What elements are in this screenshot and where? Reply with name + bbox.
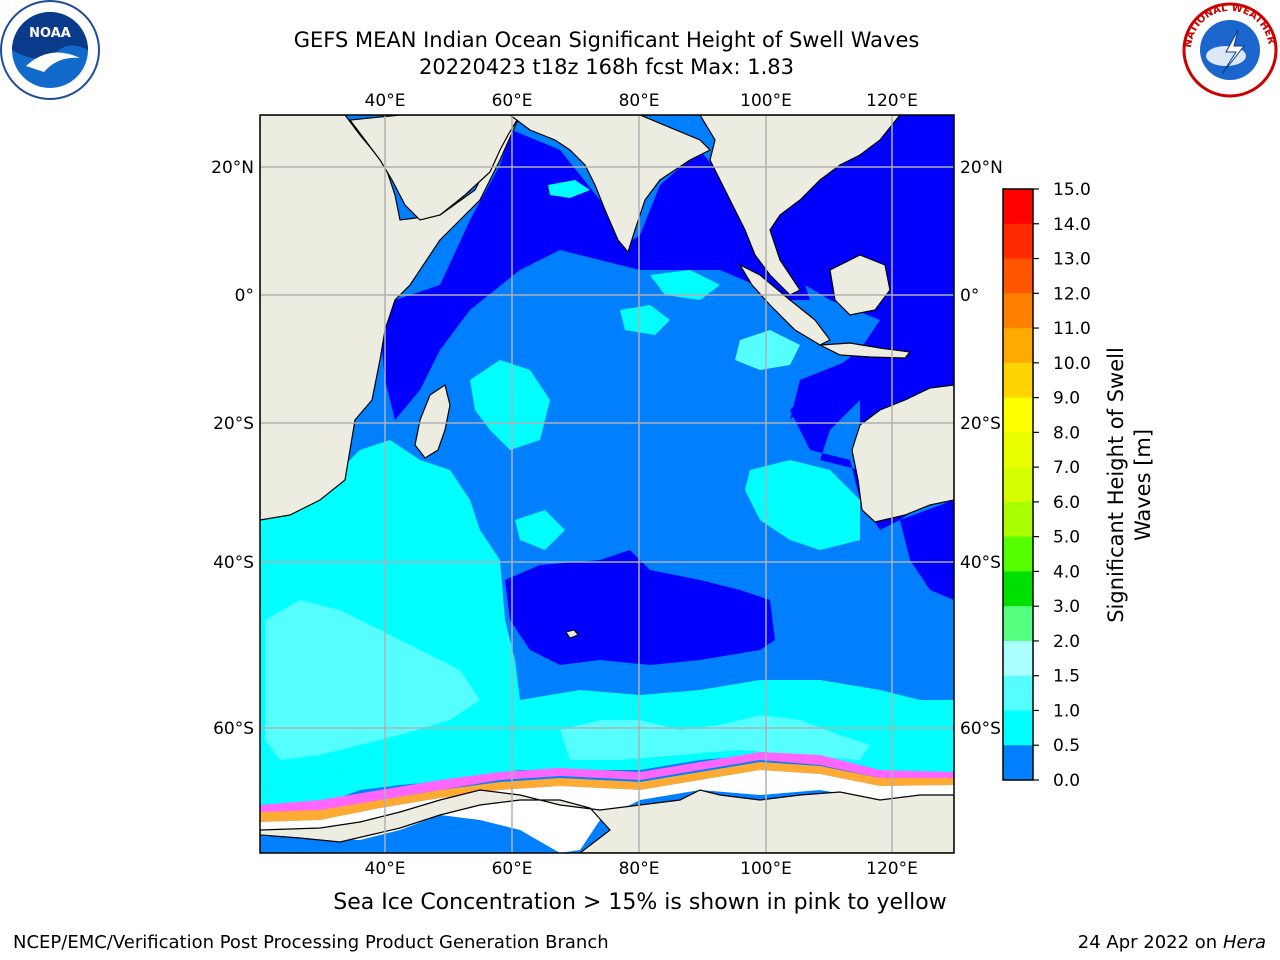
colorbar-tick-label: 9.0: [1053, 389, 1080, 409]
colorbar-tick-label: 6.0: [1053, 493, 1080, 513]
colorbar-tick-label: 5.0: [1053, 528, 1080, 548]
colorbar-swatch: [1003, 710, 1033, 746]
colorbar-swatch: [1003, 189, 1033, 225]
colorbar-swatch: [1003, 640, 1033, 677]
southeast-asia-land: [699, 115, 901, 296]
lon-label-top: 40°E: [365, 91, 406, 111]
colorbar-label-line1: Significant Height of Swell: [1104, 347, 1128, 623]
colorbar-tick-label: 0.0: [1053, 771, 1080, 791]
colorbar-swatch: [1003, 362, 1033, 399]
colorbar-tick-label: 1.0: [1053, 701, 1080, 721]
colorbar-swatch: [1003, 571, 1033, 607]
colorbar-tick-label: 4.0: [1053, 562, 1080, 582]
lat-label-left: 20°S: [213, 414, 254, 434]
chart-subtitle: 20220423 t18z 168h fcst Max: 1.83: [419, 55, 794, 79]
swell-region-cyan-small: [548, 180, 590, 198]
lat-label-right: 0°: [960, 286, 979, 306]
lat-label-left: 40°S: [213, 553, 254, 573]
colorbar-swatch: [1003, 432, 1033, 468]
swell-region-deep-southeast: [900, 500, 954, 600]
colorbar-tick-label: 12.0: [1053, 284, 1091, 304]
colorbar-tick-label: 7.0: [1053, 458, 1080, 478]
footer-host: Hera: [1222, 932, 1266, 953]
lat-label-right: 20°S: [960, 414, 1001, 434]
footer-date-text: 24 Apr 2022 on: [1077, 932, 1223, 953]
lon-label-top: 60°E: [492, 91, 533, 111]
map-area: [260, 115, 954, 853]
lon-label-bottom: 120°E: [866, 859, 918, 879]
swell-region-cyan-mid3: [650, 270, 720, 300]
lon-label-bottom: 100°E: [740, 859, 792, 879]
swell-region-cyan-mid: [470, 360, 550, 450]
svg-text:NATIONAL WEATHER SERVICE: NATIONAL WEATHER SERVICE: [0, 0, 1277, 48]
lat-label-left: 20°N: [211, 158, 254, 178]
colorbar-swatch: [1003, 606, 1033, 642]
sea-ice-caption: Sea Ice Concentration > 15% is shown in …: [333, 890, 947, 915]
colorbar-swatch: [1003, 745, 1033, 781]
footer-date: 24 Apr 2022 on Hera: [1078, 932, 1266, 953]
australia-land: [851, 384, 954, 523]
lon-label-bottom: 40°E: [365, 859, 406, 879]
colorbar-tick-label: 1.5: [1053, 667, 1080, 687]
colorbar-tick-label: 13.0: [1053, 250, 1091, 270]
noaa-logo-text: NOAA: [29, 26, 71, 41]
india-land: [509, 115, 712, 254]
borneo-land: [829, 254, 891, 316]
swell-region-cyan-central: [735, 330, 800, 370]
lat-label-right: 20°N: [960, 158, 1003, 178]
colorbar-tick-label: 10.0: [1053, 354, 1091, 374]
colorbar-swatch: [1003, 293, 1033, 329]
lat-label-left: 0°: [235, 286, 254, 306]
swell-region-light-south: [560, 715, 870, 760]
madagascar-land: [414, 384, 451, 459]
colorbar-frame: [1002, 188, 1034, 781]
map-gridlines: [260, 115, 954, 853]
colorbar-tick-label: 0.5: [1053, 736, 1080, 756]
chart-title: GEFS MEAN Indian Ocean Significant Heigh…: [293, 28, 920, 52]
colorbar-tick-label: 3.0: [1053, 597, 1080, 617]
lon-label-bottom: 80°E: [619, 859, 660, 879]
colorbar-tick-label: 14.0: [1053, 215, 1091, 235]
africa-land: [260, 115, 521, 521]
nws-ring-text: NATIONAL WEATHER SERVICE: [0, 0, 1277, 48]
colorbar-swatch: [1003, 223, 1033, 260]
colorbar-swatch: [1003, 397, 1033, 433]
colorbar-swatch: [1003, 328, 1033, 364]
colorbar-swatch: [1003, 675, 1033, 711]
lat-label-right: 60°S: [960, 719, 1001, 739]
lon-label-bottom: 60°E: [492, 859, 533, 879]
lat-label-right: 40°S: [960, 553, 1001, 573]
swell-region-cyan-mid2: [620, 305, 670, 335]
colorbar-tick-label: 2.0: [1053, 632, 1080, 652]
lon-label-top: 80°E: [619, 91, 660, 111]
kerguelen-island: [565, 629, 579, 639]
colorbar-swatch: [1003, 501, 1033, 538]
colorbar-tick-label: 11.0: [1053, 319, 1091, 339]
swell-region-deep-north-west: [380, 130, 810, 420]
nws-logo: NATIONAL WEATHER SERVICE: [0, 0, 1278, 98]
swell-region-light-west: [265, 600, 480, 760]
colorbar-swatch: [1003, 467, 1033, 503]
noaa-logo: NOAA: [0, 0, 100, 100]
lat-label-left: 60°S: [213, 719, 254, 739]
sea-ice-orange: [260, 762, 954, 822]
map-frame: [259, 114, 955, 854]
colorbar-tick-label: 8.0: [1053, 423, 1080, 443]
colorbar-label-line2: Waves [m]: [1131, 429, 1155, 541]
swell-region-cyan-small2: [515, 510, 565, 550]
colorbar: 15.0 14.0 13.0 12.0 11.0 10.0 9.0 8.0 7.0 6.0 5.0 4…: [1003, 180, 1091, 791]
colorbar-tick-label: 15.0: [1053, 180, 1091, 200]
swell-region-cyan-east: [745, 460, 860, 550]
colorbar-swatch: [1003, 536, 1033, 572]
antarctica-land: [260, 789, 954, 853]
colorbar-swatch: [1003, 258, 1033, 294]
java-land: [817, 342, 912, 359]
lon-label-top: 100°E: [740, 91, 792, 111]
lon-label-top: 120°E: [866, 91, 918, 111]
footer-credit: NCEP/EMC/Verification Post Processing Pr…: [13, 932, 609, 953]
